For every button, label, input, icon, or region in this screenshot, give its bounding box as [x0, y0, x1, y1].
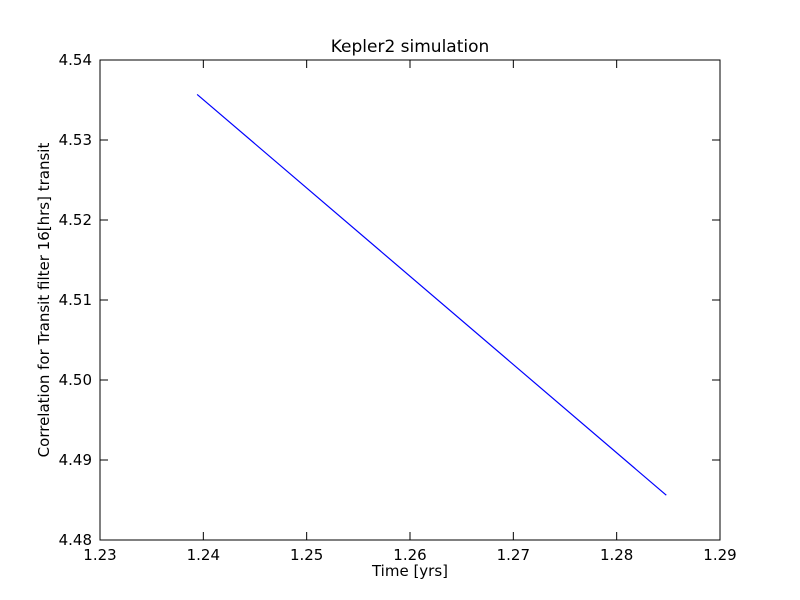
y-tick-label: 4.54 — [59, 51, 92, 69]
x-tick-label: 1.27 — [497, 546, 530, 564]
x-axis-label: Time [yrs] — [371, 562, 448, 580]
y-tick-label: 4.51 — [59, 291, 92, 309]
x-tick-label: 1.23 — [83, 546, 116, 564]
y-axis-label: Correlation for Transit filter 16[hrs] t… — [35, 143, 53, 458]
series-line-0 — [196, 93, 667, 496]
x-tick-label: 1.29 — [703, 546, 736, 564]
x-tick-label: 1.26 — [393, 546, 426, 564]
y-tick-label: 4.48 — [59, 531, 92, 549]
y-tick-label: 4.53 — [59, 131, 92, 149]
y-axis: 4.48 4.49 4.50 4.51 4.52 4.53 4.54 — [59, 51, 720, 549]
x-tick-label: 1.25 — [290, 546, 323, 564]
x-tick-label: 1.28 — [600, 546, 633, 564]
x-tick-label: 1.24 — [187, 546, 220, 564]
y-tick-label: 4.52 — [59, 211, 92, 229]
y-tick-label: 4.49 — [59, 451, 92, 469]
y-tick-label: 4.50 — [59, 371, 92, 389]
series-group — [196, 93, 667, 496]
plot-frame — [99, 59, 721, 541]
chart-title: Kepler2 simulation — [331, 37, 490, 57]
